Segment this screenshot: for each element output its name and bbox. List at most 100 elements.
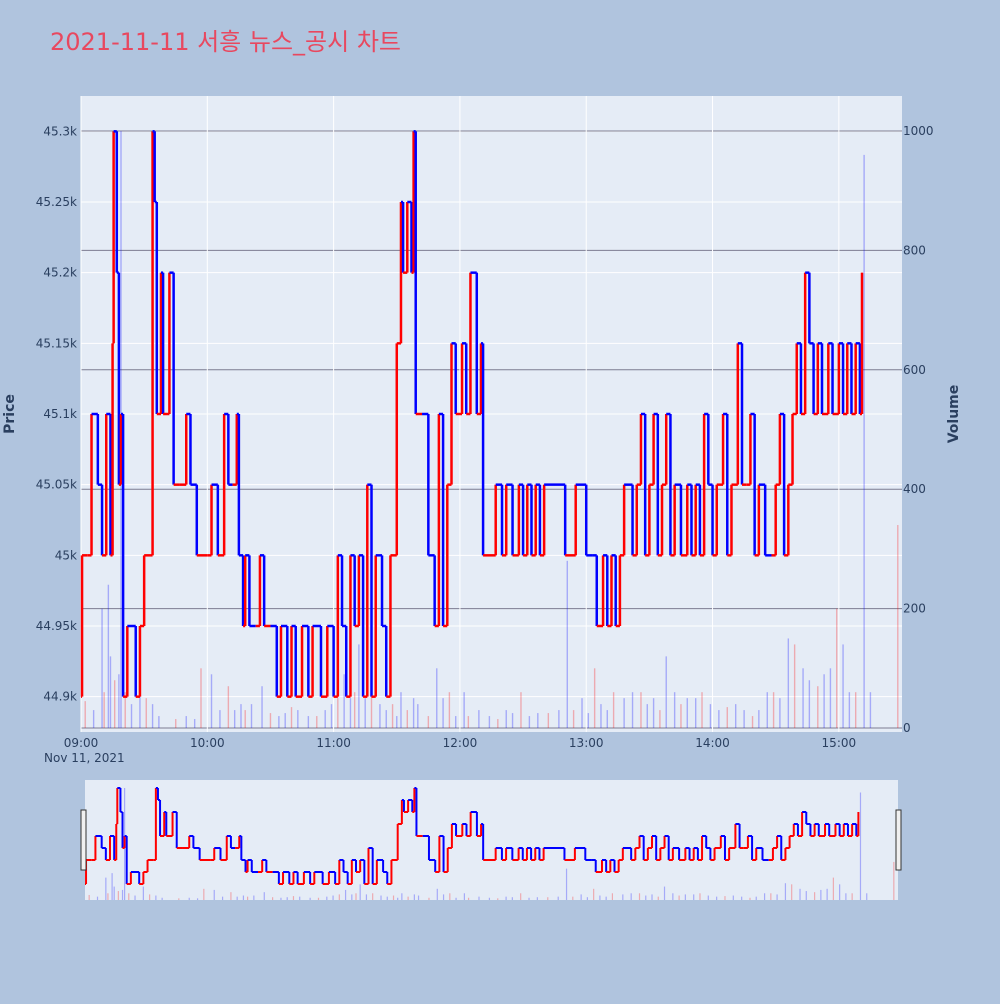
volume-bar: [593, 668, 596, 728]
slider-volume-bar: [593, 888, 595, 900]
volume-axis-label: Volume: [946, 385, 962, 444]
slider-volume-bar: [770, 893, 772, 900]
slider-volume-bar: [188, 897, 190, 900]
slider-volume-bar: [893, 861, 895, 900]
volume-bar: [324, 710, 326, 728]
volume-bar: [817, 686, 819, 728]
slider-volume-bar: [161, 897, 163, 900]
slider-volume-bar: [121, 889, 124, 900]
volume-bar: [673, 692, 676, 728]
volume-bar: [646, 704, 648, 728]
range-slider-volume: [88, 788, 895, 900]
volume-bar: [631, 692, 634, 728]
slider-volume-bar: [820, 889, 822, 900]
slider-volume-bar: [547, 897, 549, 900]
volume-bar: [680, 704, 682, 728]
volume-bar: [330, 704, 333, 728]
slider-volume-bar: [536, 897, 538, 900]
slider-volume-bar: [572, 896, 574, 900]
slider-volume-bar: [107, 893, 109, 900]
volume-bar: [694, 698, 697, 728]
slider-volume-bar: [586, 897, 588, 900]
volume-bar: [370, 692, 373, 728]
price-tick-label: 44.95k: [36, 619, 77, 633]
volume-bar: [145, 698, 147, 728]
volume-bar: [829, 668, 832, 728]
volume-bar: [427, 716, 430, 728]
volume-bar: [842, 644, 844, 728]
x-axis-date-label: Nov 11, 2021: [44, 751, 125, 765]
volume-tick-label: 0: [903, 721, 911, 735]
slider-volume-bar: [488, 897, 491, 900]
slider-volume-bar: [113, 886, 115, 900]
slider-volume-bar: [272, 897, 274, 900]
volume-bar: [511, 713, 514, 728]
volume-bar: [718, 710, 720, 728]
volume-tick-label: 1000: [903, 124, 934, 138]
volume-bar: [558, 710, 560, 728]
slider-volume-bar: [622, 894, 624, 900]
volume-bar: [412, 698, 415, 728]
volume-bar: [227, 686, 230, 728]
volume-bar: [92, 710, 95, 728]
volume-bar: [566, 560, 568, 728]
volume-bar: [343, 674, 345, 728]
volume-bar: [779, 698, 781, 728]
price-tick-label: 45.2k: [43, 266, 77, 280]
slider-volume-bar: [814, 892, 816, 900]
slider-volume-bar: [497, 898, 499, 900]
volume-bar: [379, 704, 381, 728]
volume-bar: [709, 704, 712, 728]
volume-bar: [505, 710, 507, 728]
slider-volume-bar: [851, 893, 853, 900]
slider-volume-bar: [309, 897, 311, 900]
volume-bar: [103, 692, 105, 728]
volume-bar: [587, 713, 590, 728]
volume-bar: [391, 704, 394, 728]
slider-volume-bar: [401, 893, 403, 900]
slider-volume-bar: [221, 896, 224, 900]
slider-volume-bar: [805, 891, 807, 900]
range-slider-left-handle[interactable]: [80, 809, 87, 871]
slider-volume-bar: [203, 888, 205, 900]
volume-bar: [130, 704, 133, 728]
volume-bar: [261, 686, 263, 728]
slider-volume-bar: [407, 896, 409, 900]
slider-volume-bar: [657, 896, 659, 900]
time-axis-ticks: 09:00 10:00 11:00 12:00 13:00 14:00 15:00: [64, 736, 856, 750]
volume-axis-ticks: 0 200 400 600 800 1000: [903, 124, 934, 735]
slider-volume-bar: [866, 893, 868, 900]
volume-bar: [734, 704, 737, 728]
range-slider-right-handle[interactable]: [895, 809, 902, 871]
slider-volume-bar: [442, 894, 445, 900]
volume-bar: [337, 698, 339, 728]
volume-bar: [193, 719, 196, 728]
slider-volume-bar: [467, 897, 470, 900]
slider-volume-bar: [580, 894, 582, 900]
volume-bar: [101, 608, 103, 728]
price-tick-label: 44.9k: [43, 690, 77, 704]
volume-bar: [793, 644, 796, 728]
slider-volume-bar: [776, 894, 778, 900]
volume-bar: [396, 716, 398, 728]
slider-volume-bar: [455, 897, 457, 900]
slider-volume-bar: [799, 888, 801, 900]
volume-bar: [297, 710, 299, 728]
slider-volume-bar: [784, 883, 787, 900]
chart-title: 2021-11-11 서흥 뉴스_공시 차트: [50, 28, 401, 56]
range-slider[interactable]: [85, 780, 898, 900]
time-tick-label: 14:00: [695, 736, 730, 750]
volume-bar: [848, 692, 851, 728]
slider-volume-bar: [645, 895, 647, 900]
volume-bar: [537, 713, 539, 728]
volume-bar: [854, 692, 857, 728]
slider-volume-bar: [463, 893, 465, 900]
volume-bar: [823, 674, 825, 728]
time-tick-label: 11:00: [316, 736, 351, 750]
slider-volume-bar: [386, 896, 388, 900]
slider-volume-bar: [213, 889, 215, 900]
volume-bar: [488, 716, 491, 728]
volume-bar: [364, 698, 366, 728]
slider-volume-bar: [230, 892, 232, 900]
